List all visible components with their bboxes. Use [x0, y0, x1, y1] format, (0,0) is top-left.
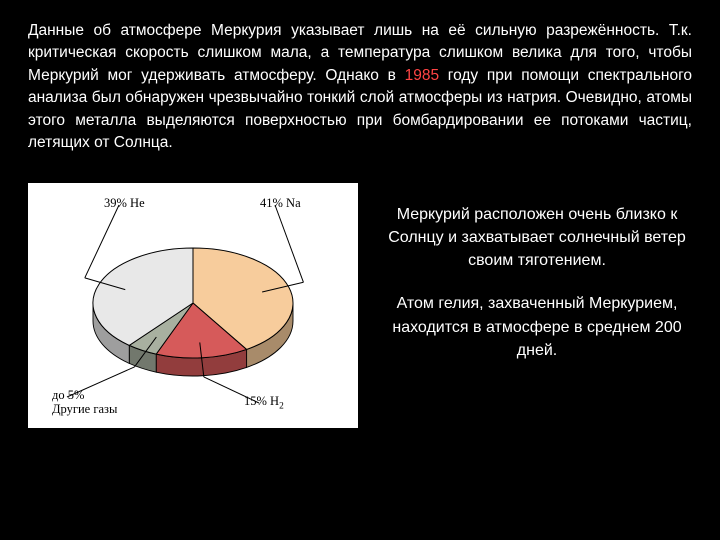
pie-slice-label: 15% H2: [244, 395, 284, 412]
pie-slice-label: 39% He: [104, 197, 145, 211]
side-text-block: Меркурий расположен очень близко к Солнц…: [382, 183, 692, 382]
pie-slice-label: до 5%Другие газы: [52, 389, 117, 417]
content-row: 41% Na 15% H2 до 5%Другие газы 39% He Мерку…: [28, 183, 692, 428]
main-paragraph: Данные об атмосфере Меркурия указывает л…: [28, 20, 692, 155]
side-paragraph-1: Меркурий расположен очень близко к Солнц…: [382, 203, 692, 273]
paragraph-year: 1985: [405, 67, 439, 84]
pie-slice-label: 41% Na: [260, 197, 301, 211]
side-paragraph-2: Атом гелия, захваченный Меркурием, наход…: [382, 292, 692, 362]
pie-chart-panel: 41% Na 15% H2 до 5%Другие газы 39% He: [28, 183, 358, 428]
